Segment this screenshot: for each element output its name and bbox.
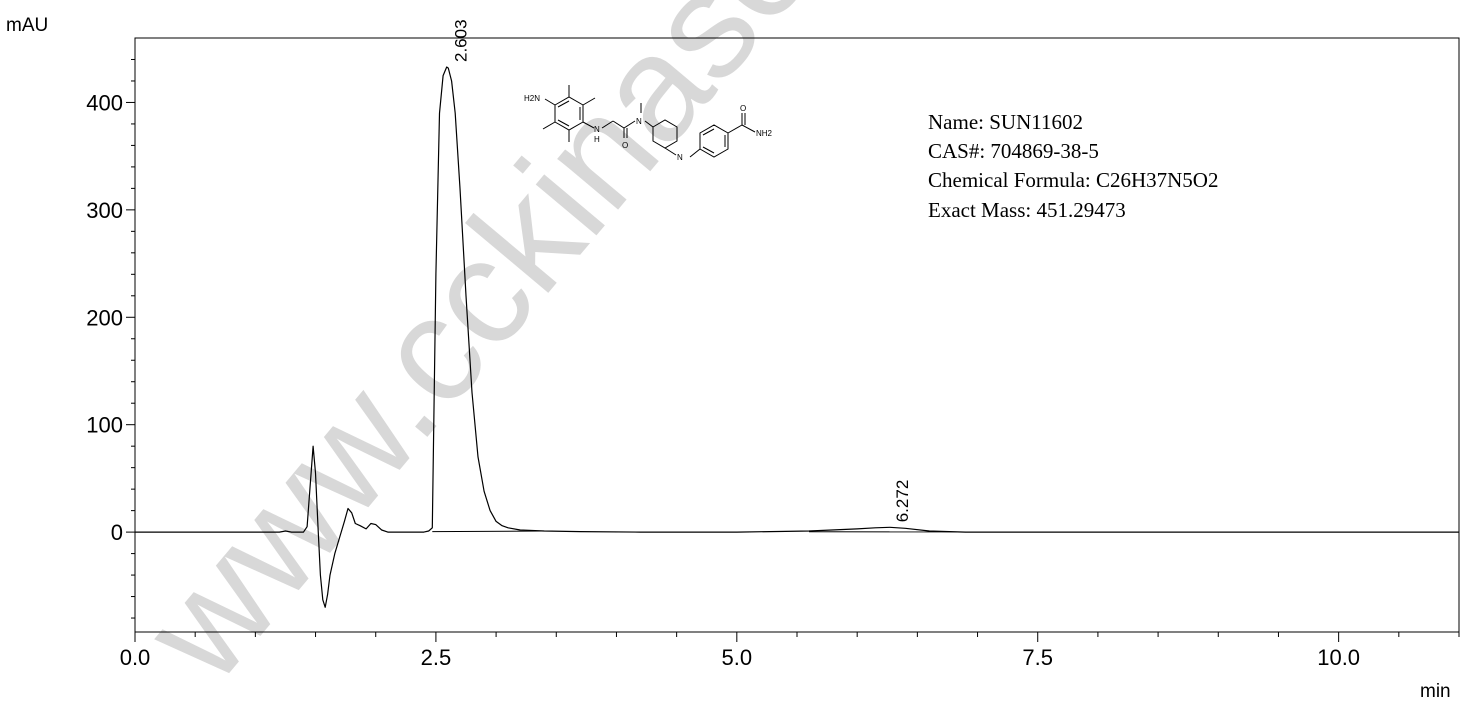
y-tick-label: 300 (86, 198, 123, 223)
molecule-amine-label: H2N (524, 94, 540, 103)
compound-info: Name: SUN11602 CAS#: 704869-38-5 Chemica… (928, 110, 1218, 222)
x-tick-label: 5.0 (722, 645, 753, 670)
molecule-n1-label: N (636, 117, 642, 126)
molecule-h-label: H (594, 135, 600, 144)
x-tick-label: 7.5 (1022, 645, 1053, 670)
x-tick-label: 2.5 (421, 645, 452, 670)
x-tick-label: 10.0 (1317, 645, 1360, 670)
x-tick-label: 0.0 (120, 645, 151, 670)
molecule-n2-label: N (677, 153, 683, 162)
peak-label: 2.603 (451, 19, 470, 62)
peak-labels: 2.603 6.272 (451, 19, 912, 522)
y-axis: 0 100 200 300 400 (86, 58, 135, 619)
peak-label: 6.272 (893, 480, 912, 523)
molecule-atom-labels: H2N N H O N N NH2 O (524, 94, 773, 162)
x-axis: 0.0 2.5 5.0 7.5 10.0 (120, 632, 1460, 670)
series-line (135, 66, 1459, 608)
y-tick-label: 100 (86, 413, 123, 438)
compound-formula: Chemical Formula: C26H37N5O2 (928, 168, 1218, 192)
molecule-oxygen-label: O (622, 141, 628, 150)
y-tick-label: 200 (86, 305, 123, 330)
series-group (135, 66, 1459, 608)
molecule-amide-o-label: O (740, 104, 746, 113)
y-tick-label: 400 (86, 90, 123, 115)
watermark-text: www.cckinase.cc (110, 0, 968, 702)
molecule-amide-n-label: NH2 (756, 129, 773, 138)
x-axis-unit: min (1420, 681, 1451, 702)
compound-name: Name: SUN11602 (928, 110, 1083, 134)
molecule-nh-label: N (594, 125, 600, 134)
molecule-structure-image (542, 85, 756, 158)
compound-cas: CAS#: 704869-38-5 (928, 139, 1099, 163)
y-tick-label: 0 (111, 520, 123, 545)
y-axis-unit: mAU (6, 15, 48, 36)
compound-exact-mass: Exact Mass: 451.29473 (928, 198, 1126, 222)
peak-baseline (432, 530, 545, 533)
